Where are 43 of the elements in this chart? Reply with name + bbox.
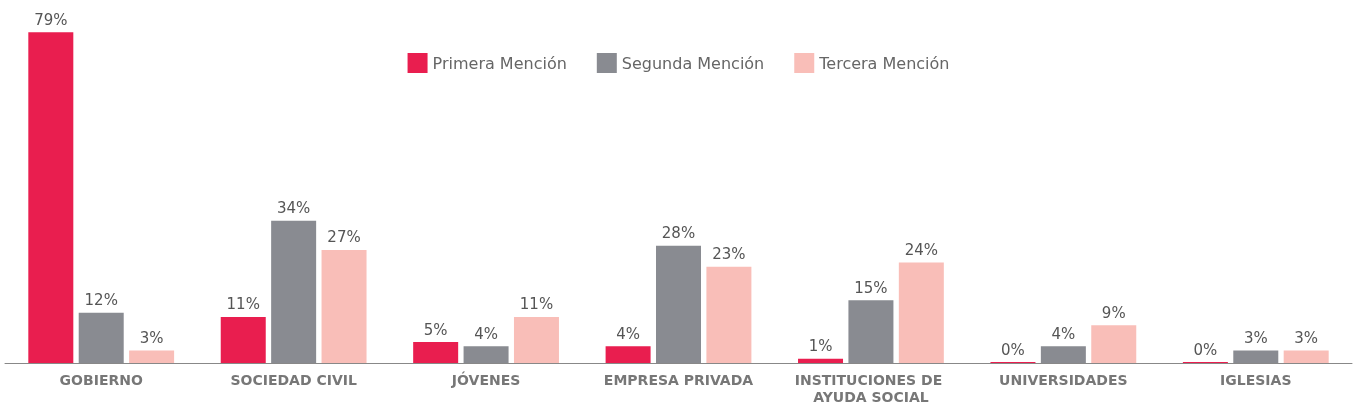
data-label: 23% xyxy=(712,245,746,264)
data-label: 24% xyxy=(904,241,938,259)
x-tick-label: IGLESIAS xyxy=(1220,371,1292,388)
legend-label: Tercera Mención xyxy=(818,53,950,73)
bar xyxy=(413,342,459,363)
data-label: 0% xyxy=(1001,340,1025,359)
x-tick-label: UNIVERSIDADES xyxy=(999,371,1128,388)
data-label: 15% xyxy=(854,278,888,297)
data-label: 0% xyxy=(1193,340,1218,359)
bar xyxy=(1091,325,1137,363)
data-label: 11% xyxy=(226,295,260,314)
bar xyxy=(28,32,74,363)
data-label: 4% xyxy=(1051,324,1076,343)
data-label: 34% xyxy=(276,199,311,218)
data-label: 3% xyxy=(1294,328,1319,347)
data-label: 79% xyxy=(34,10,68,29)
bar xyxy=(321,249,367,363)
data-label: 12% xyxy=(84,291,118,310)
bar xyxy=(1283,350,1329,363)
bar xyxy=(898,262,944,363)
bar xyxy=(129,350,175,363)
legend-label: Primera Mención xyxy=(432,53,567,73)
data-label: 11% xyxy=(519,295,554,314)
bar xyxy=(220,316,266,363)
bar xyxy=(605,346,651,363)
data-label: 9% xyxy=(1101,303,1126,322)
bar xyxy=(798,358,844,363)
legend-label: Segunda Mención xyxy=(621,53,765,73)
x-tick-label: EMPRESA PRIVADA xyxy=(603,371,754,388)
data-label: 4% xyxy=(474,324,498,343)
x-tick-label: INSTITUCIONES DE AYUDA SOCIAL xyxy=(794,371,948,405)
data-label: 1% xyxy=(808,337,833,356)
data-label: 5% xyxy=(423,320,448,339)
data-label: 3% xyxy=(139,328,164,347)
bar xyxy=(706,266,752,363)
data-label: 27% xyxy=(327,228,361,247)
data-label: 28% xyxy=(661,224,696,243)
data-label: 3% xyxy=(1243,328,1268,347)
x-tick-label: GOBIERNO xyxy=(59,371,143,388)
data-label: 4% xyxy=(616,324,640,343)
bar xyxy=(513,316,559,363)
x-tick-label: SOCIEDAD CIVIL xyxy=(230,371,357,388)
x-tick-label: JÓVENES xyxy=(450,370,521,388)
